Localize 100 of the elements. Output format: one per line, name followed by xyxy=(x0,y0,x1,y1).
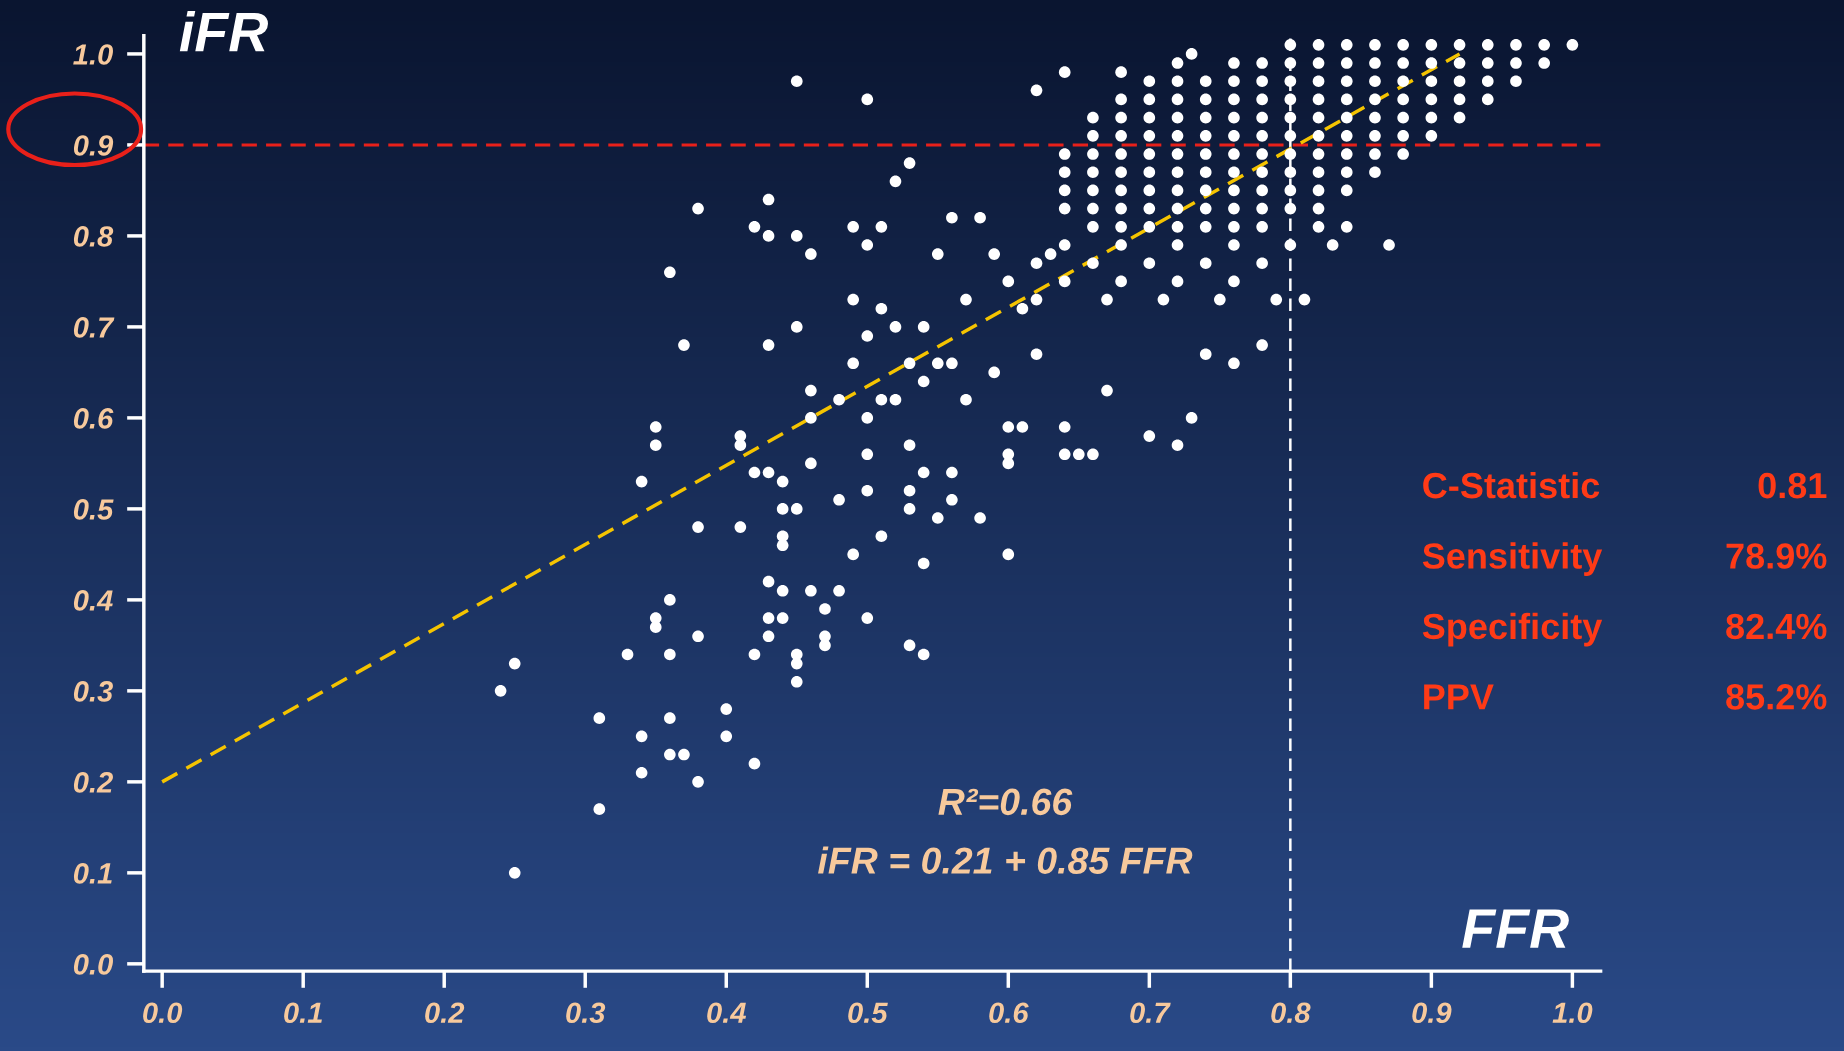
point xyxy=(1199,148,1212,160)
point xyxy=(1481,93,1494,106)
point xyxy=(1425,111,1438,124)
point xyxy=(1369,75,1381,88)
text: 82.4% xyxy=(1726,613,1827,640)
point xyxy=(1143,166,1156,179)
point xyxy=(1340,166,1353,179)
point xyxy=(1453,57,1466,69)
point xyxy=(1087,148,1099,160)
y-tick-label: 0.1 xyxy=(73,863,112,884)
point xyxy=(1171,166,1184,179)
point xyxy=(1510,39,1522,51)
point xyxy=(1510,57,1522,69)
point xyxy=(1087,166,1099,179)
point xyxy=(1340,130,1353,142)
point xyxy=(1538,57,1550,69)
x-tick-label: 0.6 xyxy=(989,1002,1029,1024)
x-tick-label: 0.5 xyxy=(848,1002,888,1024)
point xyxy=(1171,111,1184,124)
point xyxy=(1143,184,1156,197)
point xyxy=(1143,75,1156,88)
y-tick-label: 1.0 xyxy=(73,44,113,65)
y-tick-label: 0.7 xyxy=(73,317,115,338)
point xyxy=(1087,111,1099,124)
point xyxy=(1256,111,1268,124)
y-tick-label: 0.0 xyxy=(73,954,113,975)
point xyxy=(1369,57,1381,69)
point xyxy=(1199,202,1212,215)
y-tick-label: 0.3 xyxy=(73,681,113,702)
point xyxy=(1171,75,1184,88)
point xyxy=(1087,257,1099,270)
point xyxy=(1058,184,1071,197)
point xyxy=(1171,239,1184,251)
point xyxy=(1284,111,1297,124)
point xyxy=(1228,57,1240,69)
point xyxy=(1256,148,1268,160)
point xyxy=(1256,75,1268,88)
point xyxy=(1538,39,1550,51)
point xyxy=(1143,111,1156,124)
point xyxy=(1228,166,1240,179)
annotation: C-Statistic xyxy=(1423,471,1600,499)
point xyxy=(1312,166,1325,179)
point xyxy=(1115,93,1127,106)
point xyxy=(1115,111,1127,124)
point xyxy=(1369,93,1381,106)
point xyxy=(1481,39,1494,51)
point xyxy=(1228,75,1240,88)
x-tick-label: 0.4 xyxy=(707,1002,747,1024)
point xyxy=(1171,148,1184,160)
point xyxy=(1228,184,1240,197)
point xyxy=(1284,57,1297,69)
text: 85.2% xyxy=(1726,684,1827,710)
point xyxy=(1199,93,1212,106)
y-tick-label: 0.8 xyxy=(73,226,114,247)
point xyxy=(1143,202,1156,215)
point xyxy=(1284,130,1297,142)
point xyxy=(1425,57,1438,69)
point xyxy=(1369,148,1381,160)
annotation: iFR = 0.21 + 0.85 FFR xyxy=(818,846,1193,874)
point xyxy=(1143,221,1156,233)
point xyxy=(1284,148,1297,160)
point xyxy=(1340,57,1353,69)
point xyxy=(1425,39,1438,51)
point xyxy=(1481,75,1494,88)
annotation: Specificity xyxy=(1422,612,1603,647)
point xyxy=(1256,166,1268,179)
point xyxy=(1425,93,1438,106)
point xyxy=(1566,39,1579,51)
point xyxy=(1143,93,1156,106)
point xyxy=(1171,93,1184,106)
y-tick-label: 0.5 xyxy=(73,499,114,520)
point xyxy=(1284,239,1297,251)
point xyxy=(1383,239,1395,251)
point xyxy=(1171,202,1184,215)
x-tick-label: 1.0 xyxy=(1552,1002,1593,1024)
point xyxy=(1143,148,1156,160)
point xyxy=(1284,166,1297,179)
point xyxy=(1312,75,1325,88)
point xyxy=(1340,111,1353,124)
annotation: R²=0.66 xyxy=(938,788,1073,816)
x-tick-label: 0.3 xyxy=(566,1002,606,1024)
x-tick-label: 0.8 xyxy=(1271,1002,1311,1024)
point xyxy=(1312,148,1325,160)
text: 78.9% xyxy=(1726,543,1827,569)
point xyxy=(1312,130,1325,142)
point xyxy=(1199,221,1212,233)
point xyxy=(1256,130,1268,142)
point xyxy=(1369,39,1381,51)
point xyxy=(1228,202,1240,215)
point xyxy=(1115,184,1127,197)
point xyxy=(1453,93,1466,106)
point xyxy=(1256,257,1268,270)
point xyxy=(1228,148,1240,160)
point xyxy=(1058,239,1071,251)
point xyxy=(1087,130,1099,142)
point xyxy=(1256,93,1268,106)
point xyxy=(1312,93,1325,106)
point xyxy=(1340,184,1353,197)
annotation: PPV xyxy=(1424,684,1494,710)
y-tick-label: 0.9 xyxy=(73,135,114,156)
